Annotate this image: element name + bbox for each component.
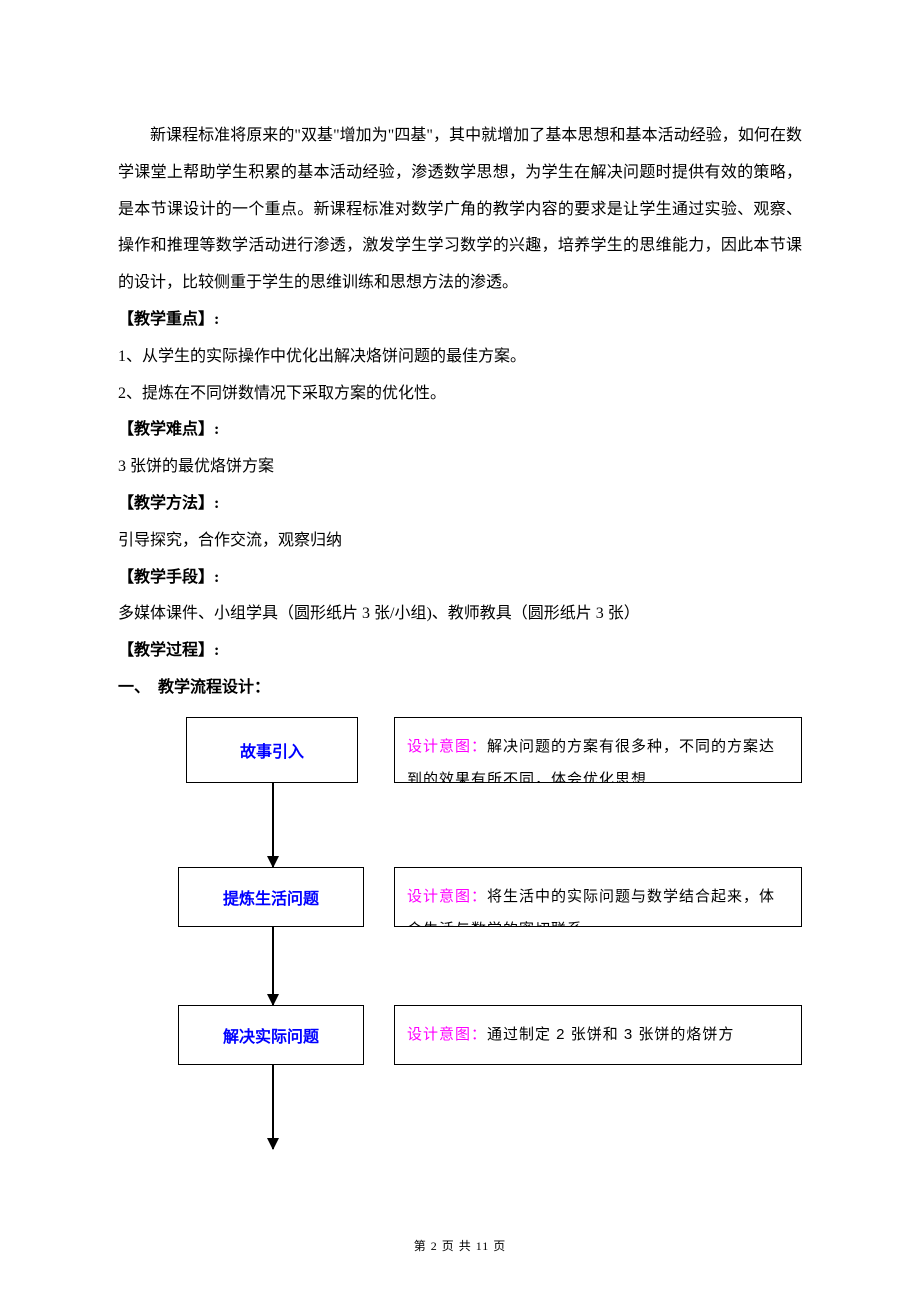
footer-total-pages: 11: [476, 1239, 490, 1253]
flow-node: 解决实际问题: [178, 1005, 364, 1065]
flow-intent-box: 设计意图：通过制定 2 张饼和 3 张饼的烙饼方: [394, 1005, 802, 1065]
footer-suffix: 页: [489, 1239, 506, 1253]
flow-arrow: [272, 927, 274, 1005]
difficulty-heading: 【教学难点】:: [118, 412, 802, 449]
footer-mid: 页 共: [438, 1239, 476, 1253]
flow-arrow: [272, 1065, 274, 1149]
keypoints-heading: 【教学重点】:: [118, 302, 802, 339]
flow-intent-box: 设计意图：将生活中的实际问题与数学结合起来，体会生活与数学的密切联系: [394, 867, 802, 927]
intro-paragraph: 新课程标准将原来的"双基"增加为"四基"，其中就增加了基本思想和基本活动经验，如…: [118, 118, 802, 302]
intent-label: 设计意图：: [407, 888, 487, 905]
method-text: 引导探究，合作交流，观察归纳: [118, 523, 802, 560]
means-text: 多媒体课件、小组学具（圆形纸片 3 张/小组)、教师教具（圆形纸片 3 张）: [118, 596, 802, 633]
page-footer: 第 2 页 共 11 页: [0, 1237, 920, 1254]
process-heading: 【教学过程】:: [118, 633, 802, 670]
flow-arrow: [272, 783, 274, 867]
difficulty-text: 3 张饼的最优烙饼方案: [118, 449, 802, 486]
means-heading: 【教学手段】:: [118, 560, 802, 597]
intent-label: 设计意图：: [407, 738, 487, 755]
flow-node: 故事引入: [186, 717, 358, 783]
flow-intent-box: 设计意图：解决问题的方案有很多种，不同的方案达到的效果有所不同，体会优化思想: [394, 717, 802, 783]
intent-text: 通过制定 2 张饼和 3 张饼的烙饼方: [487, 1026, 734, 1043]
footer-prefix: 第: [414, 1239, 431, 1253]
intent-label: 设计意图：: [407, 1026, 487, 1043]
flowchart: 故事引入提炼生活问题解决实际问题 设计意图：解决问题的方案有很多种，不同的方案达到…: [118, 717, 802, 1197]
footer-page-number: 2: [431, 1239, 438, 1253]
keypoint-2: 2、提炼在不同饼数情况下采取方案的优化性。: [118, 376, 802, 413]
keypoint-1: 1、从学生的实际操作中优化出解决烙饼问题的最佳方案。: [118, 339, 802, 376]
flow-heading: 一、 教学流程设计：: [118, 670, 802, 707]
flow-node: 提炼生活问题: [178, 867, 364, 927]
method-heading: 【教学方法】:: [118, 486, 802, 523]
